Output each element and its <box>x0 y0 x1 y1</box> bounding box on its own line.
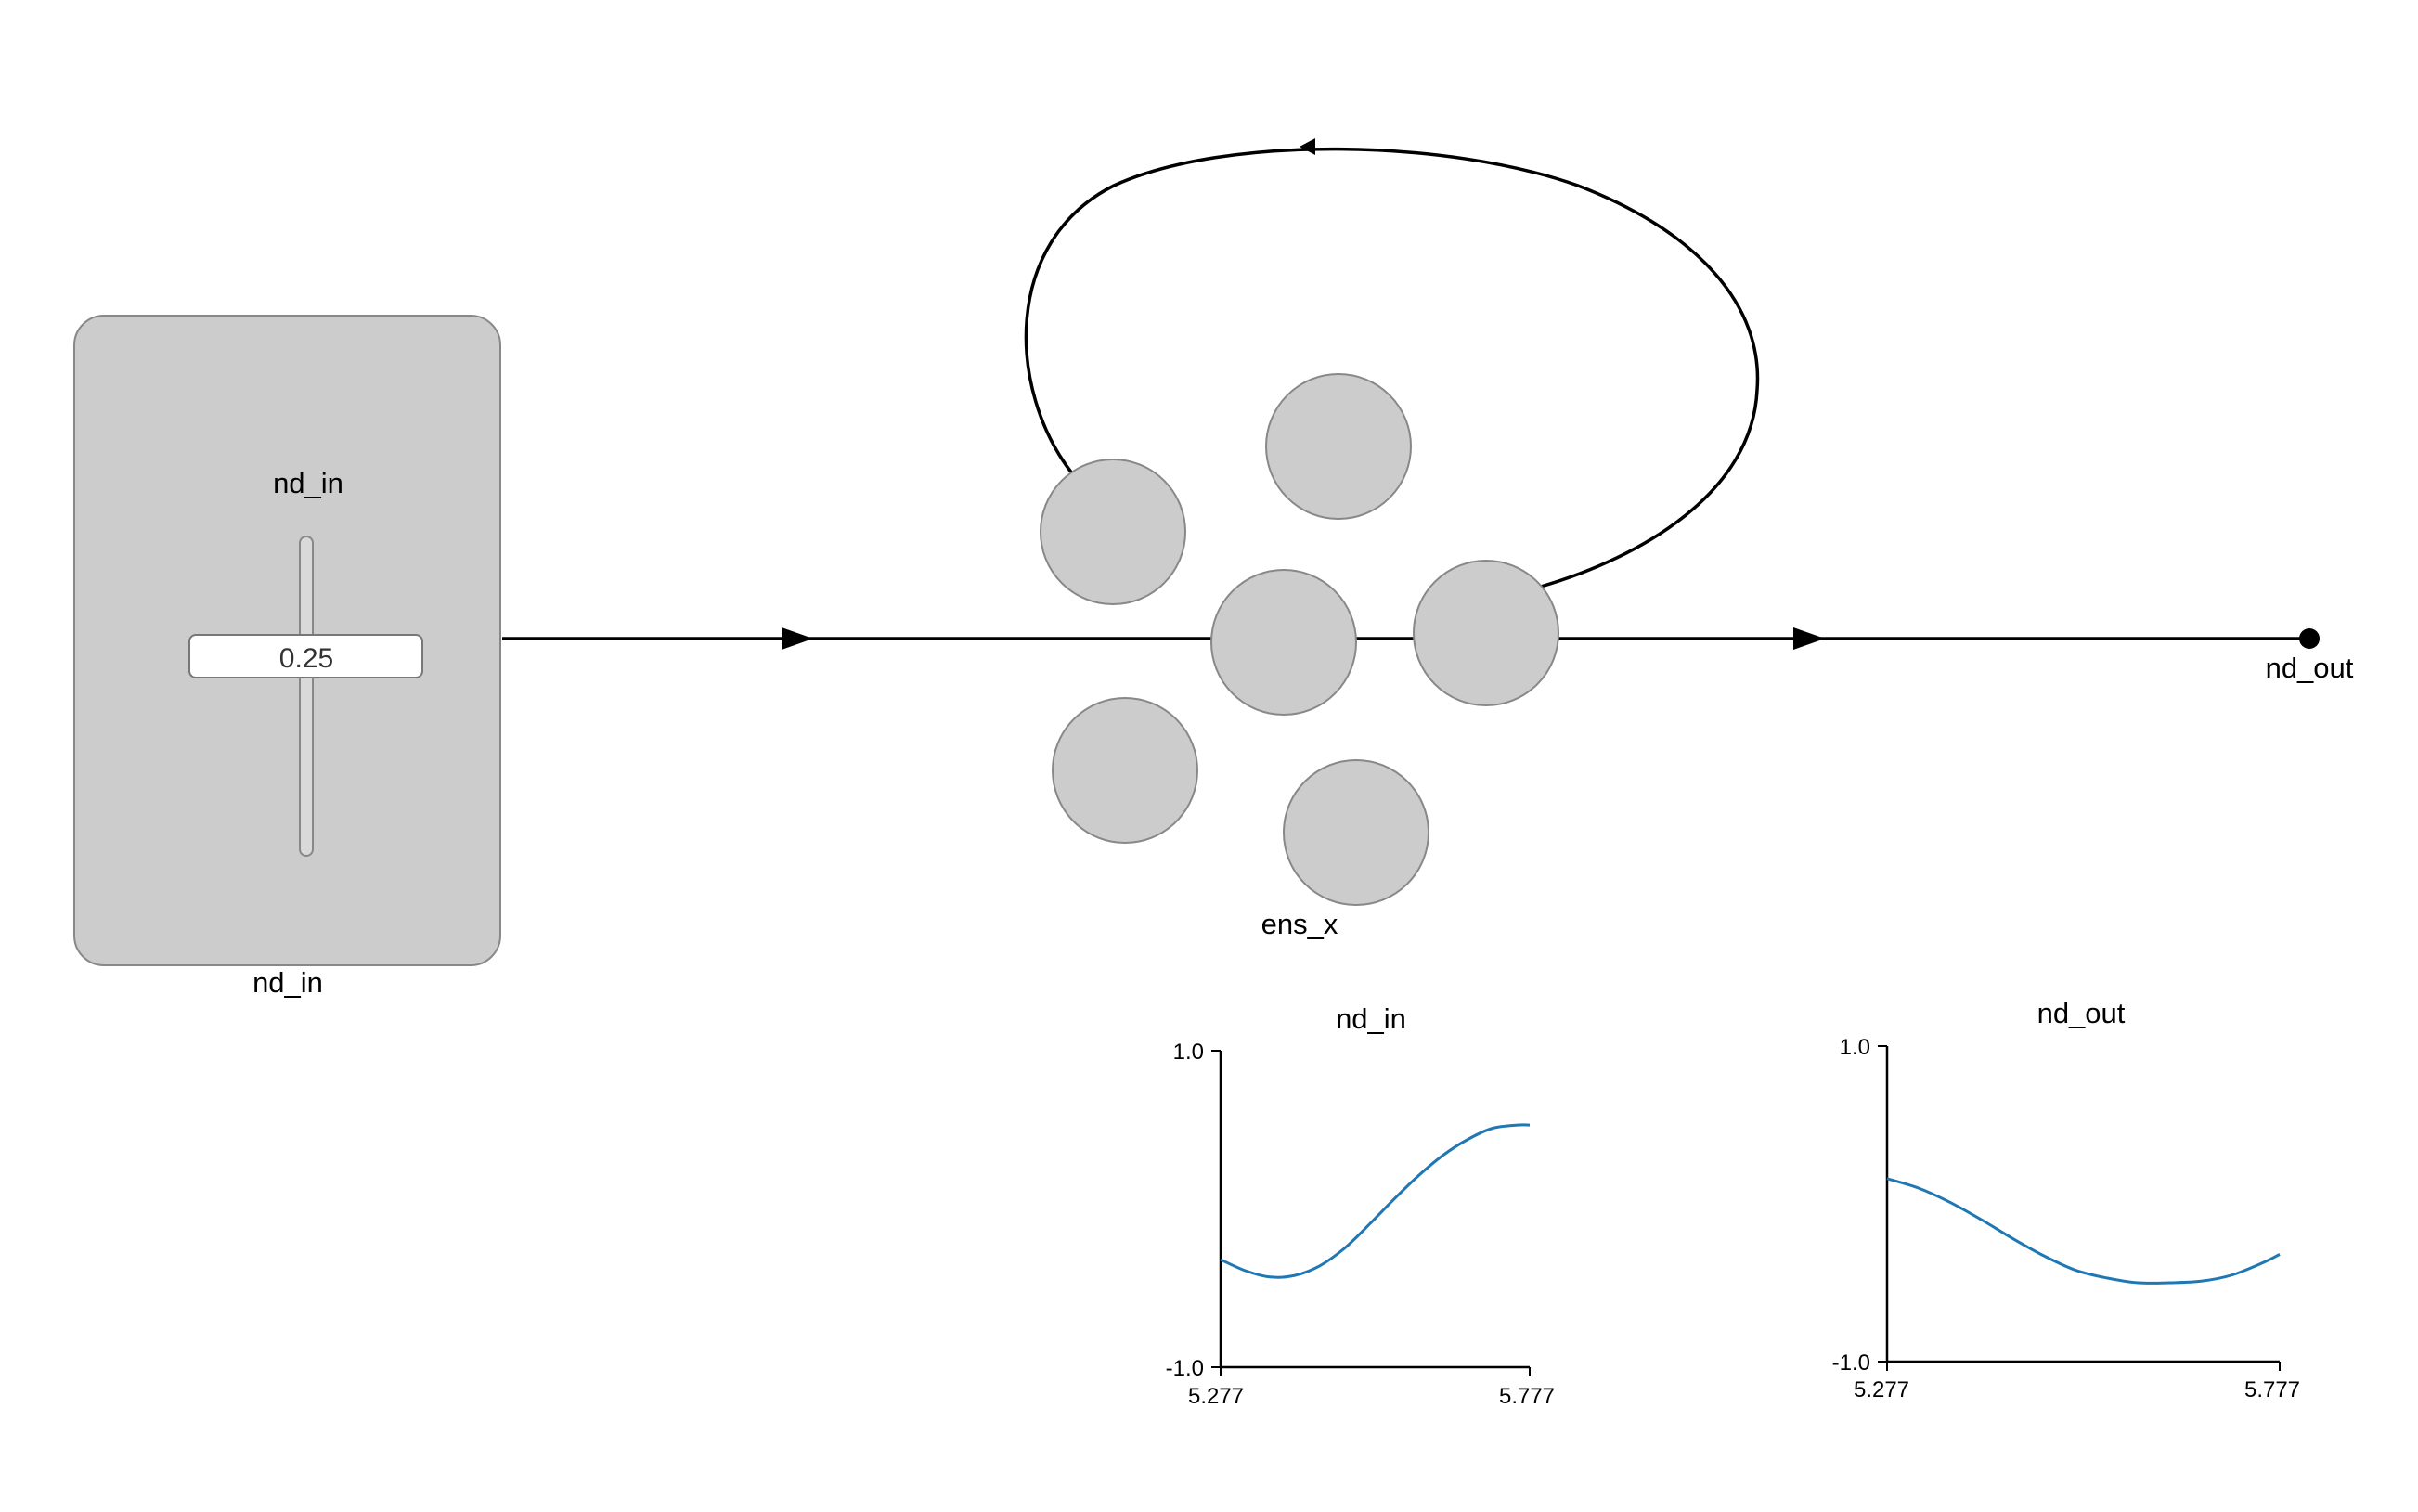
node-nd-in[interactable]: nd_in 0.25 nd_in <box>73 315 501 999</box>
series-line-nd-out <box>1886 1177 2281 1285</box>
node-nd-out-dot[interactable] <box>2299 628 2320 649</box>
slider-handle[interactable]: 0.25 <box>188 634 423 678</box>
connection-ens-x-to-nd-out[interactable] <box>1225 627 2309 650</box>
neuron <box>1210 569 1357 716</box>
y-min-label: -1.0 <box>1832 1350 1870 1376</box>
connection-arrow-icon <box>1793 627 1825 650</box>
slider-value[interactable]: 0.25 <box>279 643 333 674</box>
neuron <box>1052 697 1198 844</box>
x-max-label: 5.777 <box>1499 1384 1555 1409</box>
x-min-label: 5.277 <box>1188 1384 1244 1409</box>
connection-nd-in-to-ens-x[interactable] <box>502 627 1225 650</box>
plot-title: nd_in <box>1336 1002 1406 1035</box>
plot-nd-out[interactable]: nd_out 1.0 -1.0 5.277 5.777 <box>1832 997 2300 1402</box>
node-nd-out-label: nd_out <box>2266 652 2354 684</box>
y-max-label: 1.0 <box>1840 1035 1870 1060</box>
x-min-label: 5.277 <box>1854 1377 1909 1402</box>
plot-title: nd_out <box>2037 997 2126 1029</box>
slider-title: nd_in <box>273 467 343 499</box>
node-nd-out[interactable]: nd_out <box>2266 628 2354 684</box>
y-min-label: -1.0 <box>1166 1356 1204 1381</box>
node-ens-x[interactable]: ens_x <box>1040 373 1559 940</box>
x-max-label: 5.777 <box>2244 1377 2300 1402</box>
recurrent-arrow-icon <box>1300 138 1315 155</box>
connection-arrow-icon <box>782 627 813 650</box>
neuron <box>1413 560 1559 706</box>
neuron <box>1040 459 1186 605</box>
y-max-label: 1.0 <box>1173 1040 1204 1065</box>
neuron <box>1265 373 1412 520</box>
plot-nd-in[interactable]: nd_in 1.0 -1.0 5.277 5.777 <box>1166 1002 1555 1409</box>
slider-track[interactable] <box>299 536 314 857</box>
neuron <box>1283 759 1429 906</box>
node-nd-in-label: nd_in <box>252 966 323 999</box>
series-line-nd-in <box>1220 1123 1531 1279</box>
node-ens-x-label: ens_x <box>1261 908 1338 940</box>
recurrent-connection-ens-x[interactable] <box>1024 138 1760 588</box>
